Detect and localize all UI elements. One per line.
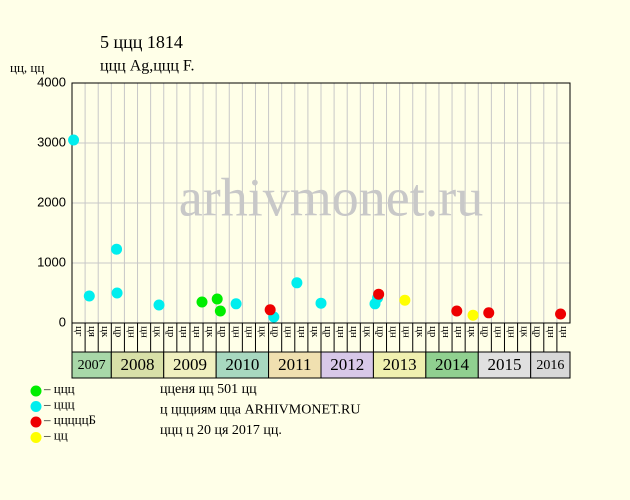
- column-label: цн: [401, 326, 413, 338]
- data-point: [230, 298, 242, 310]
- chart-title: 5 ццц 1814: [100, 32, 183, 52]
- year-band: [163, 351, 217, 379]
- note: цценя цц 501 цц: [160, 382, 257, 397]
- legend-swatch: [30, 401, 42, 412]
- y-tick-label: 2000: [37, 194, 66, 209]
- column-label: цн: [492, 326, 504, 338]
- data-point: [196, 296, 208, 308]
- data-point: [483, 307, 495, 319]
- y-tick-label: 3000: [37, 134, 66, 149]
- column-label: цг: [73, 326, 85, 337]
- column-label: цн: [453, 326, 465, 338]
- year-label: 2010: [225, 355, 259, 374]
- year-label: 2014: [435, 355, 470, 374]
- column-label: цк: [204, 326, 216, 338]
- data-point: [211, 293, 223, 305]
- column-label: цн: [335, 326, 347, 338]
- data-point: [153, 299, 165, 311]
- legend-swatch: [30, 416, 42, 428]
- column-label: цн: [545, 326, 557, 338]
- column-label: цн: [440, 326, 452, 338]
- note: ццц ц 20 ця 2017 цц.: [160, 423, 282, 438]
- column-label: цр: [270, 326, 282, 338]
- column-label: цн: [125, 326, 137, 338]
- data-point: [399, 294, 411, 306]
- data-point: [315, 297, 327, 309]
- column-label: цн: [139, 326, 151, 338]
- column-label: цн: [283, 326, 295, 338]
- year-band: [372, 351, 427, 379]
- column-label: цк: [414, 326, 426, 338]
- column-label: цн: [296, 326, 308, 338]
- column-label: цн: [230, 326, 242, 338]
- column-label: цк: [99, 326, 111, 338]
- y-axis-label: цц, цц: [10, 60, 44, 75]
- legend-label: – цц: [43, 427, 68, 442]
- column-label: цр: [112, 326, 124, 338]
- column-label: цр: [374, 326, 386, 338]
- data-point: [111, 243, 123, 255]
- data-point: [291, 277, 303, 289]
- column-label: цк: [152, 326, 164, 338]
- year-band: [530, 351, 571, 379]
- column-label: цк: [361, 326, 373, 338]
- data-point: [83, 290, 95, 302]
- column-label: цн: [388, 326, 400, 338]
- column-label: цн: [178, 326, 190, 338]
- column-label: цк: [256, 326, 268, 338]
- data-point: [555, 308, 567, 320]
- watermark: arhivmonet.ru: [179, 167, 483, 227]
- year-band: [425, 351, 479, 379]
- column-label: цн: [243, 326, 255, 338]
- column-label: цр: [427, 326, 439, 338]
- column-label: цк: [309, 326, 321, 338]
- year-label: 2009: [173, 355, 207, 374]
- chart-subtitle: ццц Ag,ццц F.: [100, 58, 195, 75]
- legend-label: – ццц: [43, 381, 75, 396]
- data-point: [111, 287, 123, 299]
- year-band: [320, 351, 374, 379]
- legend-label: – цццццБ: [43, 412, 96, 427]
- year-band: [477, 351, 532, 379]
- column-label: цн: [191, 326, 203, 338]
- year-label: 2015: [487, 355, 521, 374]
- year-band: [268, 351, 322, 379]
- year-label: 2008: [121, 355, 155, 374]
- column-label: цк: [466, 326, 478, 338]
- plot-frame: [71, 82, 571, 324]
- year-label: 2011: [278, 355, 311, 374]
- data-point: [451, 305, 463, 317]
- data-point: [373, 288, 385, 300]
- data-point: [264, 304, 276, 316]
- y-tick-label: 1000: [37, 254, 66, 269]
- column-label: цр: [165, 326, 177, 338]
- legend-label: – ццц: [43, 396, 75, 411]
- year-label: 2007: [78, 358, 106, 373]
- data-point: [467, 309, 479, 321]
- column-label: цн: [558, 326, 570, 338]
- column-label: цр: [479, 326, 491, 338]
- data-point: [68, 134, 80, 146]
- year-label: 2016: [536, 358, 564, 373]
- column-label: цк: [519, 326, 531, 338]
- year-label: 2012: [330, 355, 364, 374]
- column-label: цр: [322, 326, 334, 338]
- column-label: цн: [348, 326, 360, 338]
- column-label: ця: [86, 326, 98, 337]
- note: ц ццциям цца ARHIVMONET.RU: [160, 403, 360, 418]
- data-point: [214, 305, 226, 317]
- column-label: цр: [532, 326, 544, 338]
- year-band: [110, 351, 165, 379]
- column-label: цн: [505, 326, 517, 338]
- legend-swatch: [30, 385, 42, 397]
- y-tick-label: 4000: [37, 74, 66, 89]
- column-label: цр: [217, 326, 229, 338]
- year-label: 2013: [383, 355, 417, 374]
- legend-swatch: [30, 432, 42, 443]
- y-tick-label: 0: [59, 314, 66, 329]
